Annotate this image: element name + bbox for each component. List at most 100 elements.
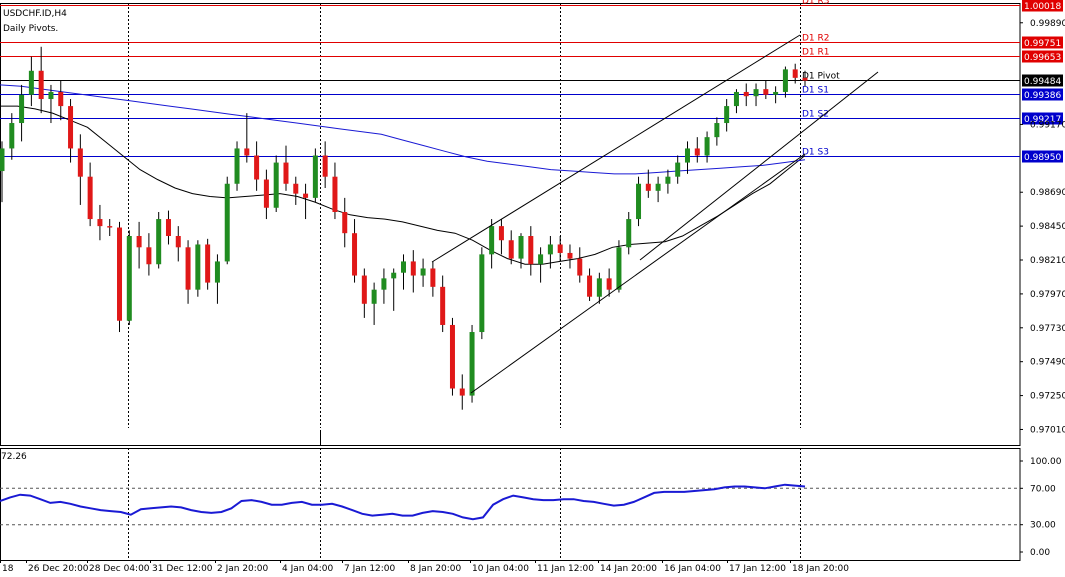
time-tick-label: 11 Jan 12:00 [537,564,594,574]
price-tick-label: 0.97250 [1030,392,1065,402]
pivot-price-label: 0.99653 [1024,53,1061,63]
ma-fast-line [0,105,806,265]
pivot-price-tag [1022,36,1063,49]
pivot-price-label: 0.99386 [1024,91,1061,101]
candle-bear [165,219,171,237]
candle-bull [596,278,602,297]
candle-bull [684,148,690,163]
oscillator-tick-label: 70.00 [1030,484,1056,494]
candle-bull [126,236,132,321]
oscillator-panel: 100.00 70.00 30.00 0.00 [0,457,1062,558]
candles [0,46,808,410]
pivot-price-tag [1022,50,1063,63]
candle-bear [430,268,436,287]
candle-bull [48,91,54,100]
pivot-price-label: 1.00018 [1024,2,1061,12]
candle-bear [175,236,181,248]
candle-bull [636,183,642,220]
candle-bull [9,123,15,149]
price-tick-label: 0.98450 [1030,222,1065,232]
candle-bear [587,275,593,297]
candle-bull [518,236,524,259]
candle-bear [645,183,651,191]
pivot-label: D1 R3 [802,0,830,7]
time-tick-label: 10 Jan 04:00 [472,564,529,574]
candle-bull [753,89,759,97]
pivot-price-tag [1022,112,1063,125]
main-panel-frame [0,3,1021,446]
candle-bear [254,155,260,180]
candle-bull [773,91,779,95]
candle-bull [724,106,730,124]
indicator-label: Daily Pivots. [3,24,59,34]
candle-bull [391,272,397,279]
candle-bear [743,91,749,97]
candle-bear [87,176,93,220]
oscillator-panel-frame [0,448,1021,561]
candle-bull [273,162,279,208]
candle-bull [195,244,201,290]
price-tick-label: 0.98210 [1030,256,1065,266]
candle-bear [528,236,534,265]
candle-bear [58,91,64,107]
pivot-label: D1 R1 [802,48,830,58]
candle-bull [733,91,739,107]
pivot-price-label: 0.99751 [1024,39,1061,49]
candle-bear [352,233,358,276]
candle-bull [538,254,544,265]
candle-bull [547,244,553,255]
time-tick-label: 4 Jan 04:00 [282,564,334,574]
candle-bear [459,388,465,396]
candle-bull [489,226,495,255]
candle-bear [792,69,798,78]
time-tick-label: 26 Dec 20:00 [28,564,89,574]
candle-bull [479,254,485,333]
candle-bull [714,123,720,138]
pivot-label: D1 S3 [802,148,829,158]
candle-bull [782,69,788,92]
time-tick-label: 8 Jan 20:00 [410,564,462,574]
candle-bear [763,89,769,95]
candle-bear [303,193,309,198]
candle-bear [283,162,289,184]
candle-bear [263,179,269,208]
candle-bear [38,70,44,100]
time-tick-label: 17 Jan 12:00 [729,564,786,574]
candle-bull [156,219,162,265]
time-tick-label: 18 [2,564,14,574]
pivot-label: D1 S1 [802,86,829,96]
pivot-price-tag [1022,150,1063,163]
time-tick-label: 2 Jan 20:00 [217,564,269,574]
candle-bull [655,183,661,191]
time-tick-label: 28 Dec 04:00 [89,564,150,574]
price-tick-label: 0.97730 [1030,324,1065,334]
candle-bear [449,324,455,389]
candle-bear [606,278,612,290]
candle-bull [371,289,377,304]
candle-bull [401,261,406,273]
candle-bear [185,247,191,290]
time-tick-label: 7 Jan 12:00 [344,564,396,574]
pivot-price-label: 0.99217 [1024,115,1061,125]
candle-bull [214,261,220,283]
candle-bull [28,70,34,95]
candle-bear [136,236,142,248]
oscillator-tick-label: 30.00 [1030,521,1056,531]
price-tick-label: 0.97490 [1030,358,1065,368]
price-tick-label: 0.97970 [1030,290,1065,300]
candle-bear [332,176,338,212]
candle-bear [440,286,446,325]
candle-bear [694,148,700,156]
candle-bull [234,148,240,184]
pivot-lines: D1 R3 D1 R2 D1 R1 D1 Pivot D1 S1 D1 S2 D1 S3 [0,0,1020,158]
candle-bear [244,148,250,156]
pivot-label: D1 R2 [802,34,830,44]
candle-bull [381,278,387,290]
candle-bull [675,162,681,177]
oscillator-tick-label: 0.00 [1030,548,1050,558]
candle-bear [410,261,416,276]
time-tick-label: 14 Jan 20:00 [600,564,657,574]
candle-bull [469,332,475,396]
trend-line-lower [470,153,806,394]
